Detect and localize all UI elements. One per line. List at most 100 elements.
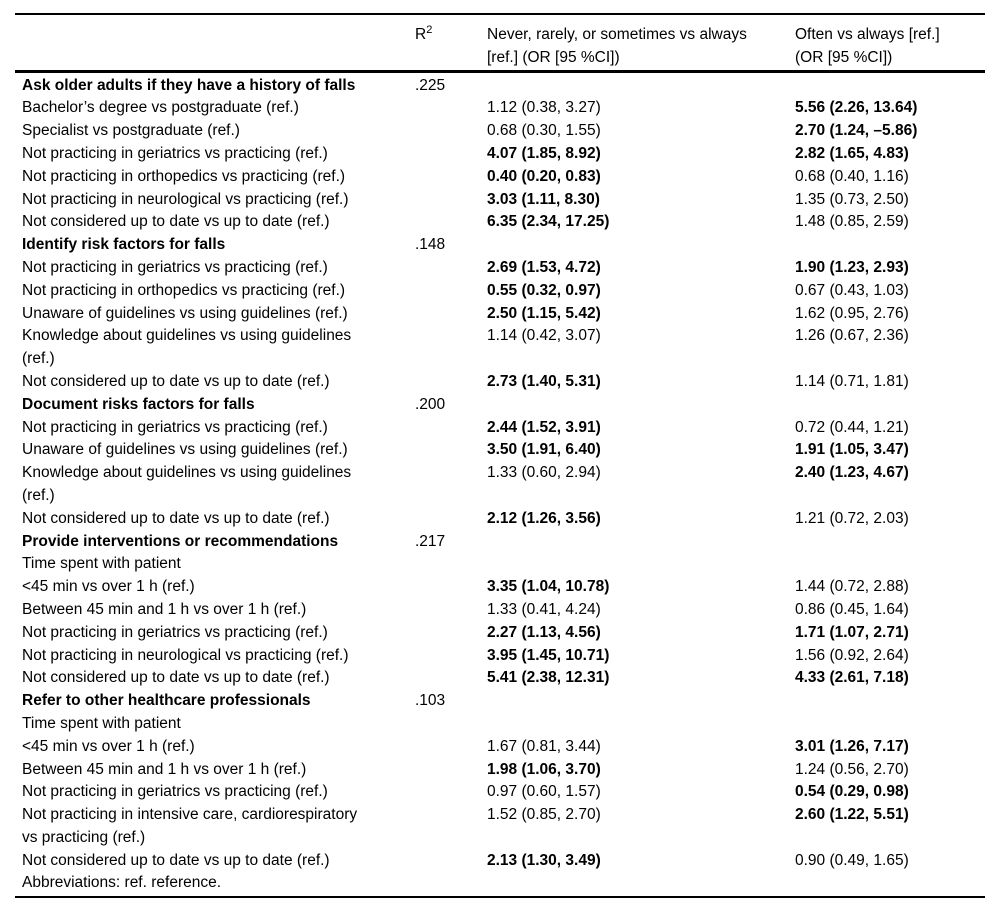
or-often [795,553,985,576]
or-often: 2.60 (1.22, 5.51) [795,806,909,824]
or-often: 0.54 (0.29, 0.98) [795,783,909,801]
table-row: Not practicing in geriatrics vs practici… [15,417,985,440]
row-label: Not practicing in orthopedics vs practic… [22,281,346,299]
row-label: <45 min vs over 1 h (ref.) [22,578,195,596]
or-often: 1.24 (0.56, 2.70) [795,760,909,778]
section-row: Ask older adults if they have a history … [15,75,985,98]
or-never-rarely-sometimes: 4.07 (1.85, 8.92) [487,144,601,162]
r2-value [415,97,487,120]
or-never-rarely-sometimes: 1.52 (0.85, 2.70) [487,806,601,824]
or-often: 1.35 (0.73, 2.50) [795,190,909,208]
or-never-rarely-sometimes [487,690,795,713]
table-body: Ask older adults if they have a history … [15,73,985,873]
row-label: Not practicing in geriatrics vs practici… [22,623,328,641]
or-never-rarely-sometimes: 0.40 (0.20, 0.83) [487,167,601,185]
table-row: <45 min vs over 1 h (ref.) 1.67 (0.81, 3… [15,736,985,759]
or-never-rarely-sometimes: 5.41 (2.38, 12.31) [487,669,610,687]
table-row: Not practicing in geriatrics vs practici… [15,257,985,280]
table-row: Bachelor’s degree vs postgraduate (ref.)… [15,97,985,120]
r2-value: .148 [415,236,446,254]
or-often: 1.62 (0.95, 2.76) [795,304,909,322]
header-r2: R2 [415,24,487,70]
row-label: <45 min vs over 1 h (ref.) [22,737,195,755]
r2-value: .217 [415,532,446,550]
row-label: Not practicing in neurological vs practi… [22,646,349,664]
or-never-rarely-sometimes [487,75,795,98]
or-often [795,713,985,736]
r2-value [415,622,487,645]
row-label: Not considered up to date vs up to date … [22,509,330,527]
table-row: <45 min vs over 1 h (ref.) 3.35 (1.04, 1… [15,576,985,599]
or-often: 0.90 (0.49, 1.65) [795,851,909,869]
or-often: 5.56 (2.26, 13.64) [795,99,918,117]
r2-value [415,439,487,462]
row-label: Bachelor’s degree vs postgraduate (ref.) [22,99,299,117]
table-row: Knowledge about guidelines vs using guid… [15,462,985,508]
table-row: Not practicing in orthopedics vs practic… [15,166,985,189]
table-row: Not practicing in geriatrics vs practici… [15,781,985,804]
table-row: Not considered up to date vs up to date … [15,508,985,531]
r2-value [415,143,487,166]
or-never-rarely-sometimes: 2.27 (1.13, 4.56) [487,623,601,641]
or-never-rarely-sometimes: 2.50 (1.15, 5.42) [487,304,601,322]
or-never-rarely-sometimes: 2.73 (1.40, 5.31) [487,372,601,390]
r2-value [415,759,487,782]
or-never-rarely-sometimes: 1.14 (0.42, 3.07) [487,327,601,345]
or-never-rarely-sometimes: 2.13 (1.30, 3.49) [487,851,601,869]
or-never-rarely-sometimes [487,531,795,554]
section-row: Provide interventions or recommendations… [15,531,985,554]
row-label: Ask older adults if they have a history … [22,76,356,94]
or-never-rarely-sometimes: 0.68 (0.30, 1.55) [487,122,601,140]
table-row: Not practicing in neurological vs practi… [15,645,985,668]
or-often: 1.56 (0.92, 2.64) [795,646,909,664]
table-row: Time spent with patient [15,713,985,736]
or-never-rarely-sometimes: 1.67 (0.81, 3.44) [487,737,601,755]
or-never-rarely-sometimes: 3.35 (1.04, 10.78) [487,578,610,596]
row-label: Not practicing in geriatrics vs practici… [22,418,328,436]
or-often: 1.71 (1.07, 2.71) [795,623,909,641]
r2-value: .225 [415,76,446,94]
row-label: Time spent with patient [22,714,181,732]
or-often: 2.70 (1.24, –5.86) [795,122,918,140]
row-label: Unaware of guidelines vs using guideline… [22,304,348,322]
footnote-row: Abbreviations: ref. reference. [15,872,985,896]
table-row: Not considered up to date vs up to date … [15,371,985,394]
r2-value [415,257,487,280]
row-label: Not practicing in geriatrics vs practici… [22,144,328,162]
regression-results-table: R2 Never, rarely, or sometimes vs always… [15,13,985,899]
r2-value [415,736,487,759]
row-label: Time spent with patient [22,555,181,573]
row-label: Not practicing in neurological vs practi… [22,190,349,208]
section-row: Refer to other healthcare professionals … [15,690,985,713]
or-often: 1.91 (1.05, 3.47) [795,441,909,459]
or-often: 0.72 (0.44, 1.21) [795,418,909,436]
r2-value [415,462,487,508]
table-row: Knowledge about guidelines vs using guid… [15,325,985,371]
row-label: Not considered up to date vs up to date … [22,669,330,687]
r2-value [415,325,487,371]
or-often: 1.14 (0.71, 1.81) [795,372,909,390]
or-often [795,690,985,713]
table-row: Unaware of guidelines vs using guideline… [15,303,985,326]
r2-value [415,599,487,622]
r2-value [415,667,487,690]
row-label: Not practicing in intensive care, cardio… [22,806,358,846]
r2-value [415,371,487,394]
row-label: Knowledge about guidelines vs using guid… [22,327,352,368]
or-never-rarely-sometimes: 3.50 (1.91, 6.40) [487,441,601,459]
r2-base: R [415,26,427,43]
or-often: 0.67 (0.43, 1.03) [795,281,909,299]
header-empty-cell [22,24,415,70]
row-label: Refer to other healthcare professionals [22,692,311,710]
r2-value [415,781,487,804]
r2-value [415,553,487,576]
r2-value [415,303,487,326]
or-never-rarely-sometimes [487,713,795,736]
or-often: 1.90 (1.23, 2.93) [795,258,909,276]
or-never-rarely-sometimes: 1.33 (0.60, 2.94) [487,464,601,482]
row-label: Unaware of guidelines vs using guideline… [22,441,348,459]
or-never-rarely-sometimes: 1.12 (0.38, 3.27) [487,99,601,117]
r2-value [415,713,487,736]
or-never-rarely-sometimes: 2.69 (1.53, 4.72) [487,258,601,276]
or-often: 1.44 (0.72, 2.88) [795,578,909,596]
